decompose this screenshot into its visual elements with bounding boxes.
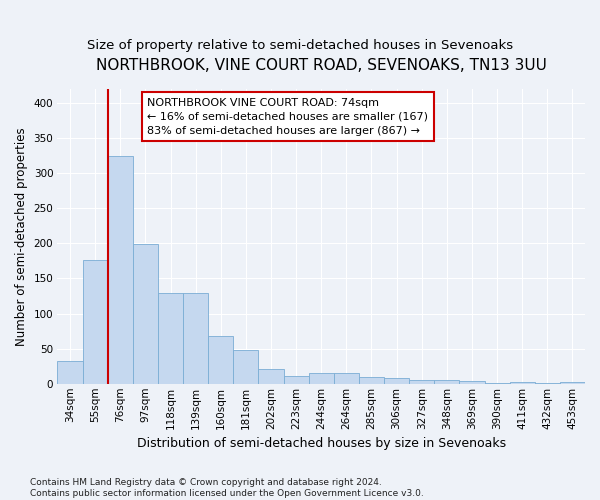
Bar [535, 383, 560, 384]
Bar [308, 372, 334, 384]
Bar [58, 362, 83, 384]
Text: Size of property relative to semi-detached houses in Sevenoaks: Size of property relative to semi-detach… [87, 40, 513, 52]
Bar [284, 376, 308, 384]
Bar [259, 369, 284, 384]
Y-axis label: Number of semi-detached properties: Number of semi-detached properties [15, 127, 28, 346]
Bar [108, 156, 133, 384]
Title: NORTHBROOK, VINE COURT ROAD, SEVENOAKS, TN13 3UU: NORTHBROOK, VINE COURT ROAD, SEVENOAKS, … [96, 58, 547, 72]
Bar [158, 292, 183, 384]
Bar [485, 383, 509, 384]
Text: Contains HM Land Registry data © Crown copyright and database right 2024.
Contai: Contains HM Land Registry data © Crown c… [30, 478, 424, 498]
Bar [233, 350, 259, 384]
Bar [334, 372, 359, 384]
Bar [434, 380, 460, 384]
Bar [409, 380, 434, 384]
Bar [183, 292, 208, 384]
Bar [560, 382, 585, 384]
Text: NORTHBROOK VINE COURT ROAD: 74sqm
← 16% of semi-detached houses are smaller (167: NORTHBROOK VINE COURT ROAD: 74sqm ← 16% … [147, 98, 428, 136]
Bar [460, 381, 485, 384]
Bar [384, 378, 409, 384]
Bar [359, 376, 384, 384]
Bar [208, 336, 233, 384]
X-axis label: Distribution of semi-detached houses by size in Sevenoaks: Distribution of semi-detached houses by … [137, 437, 506, 450]
Bar [133, 244, 158, 384]
Bar [509, 382, 535, 384]
Bar [83, 260, 108, 384]
